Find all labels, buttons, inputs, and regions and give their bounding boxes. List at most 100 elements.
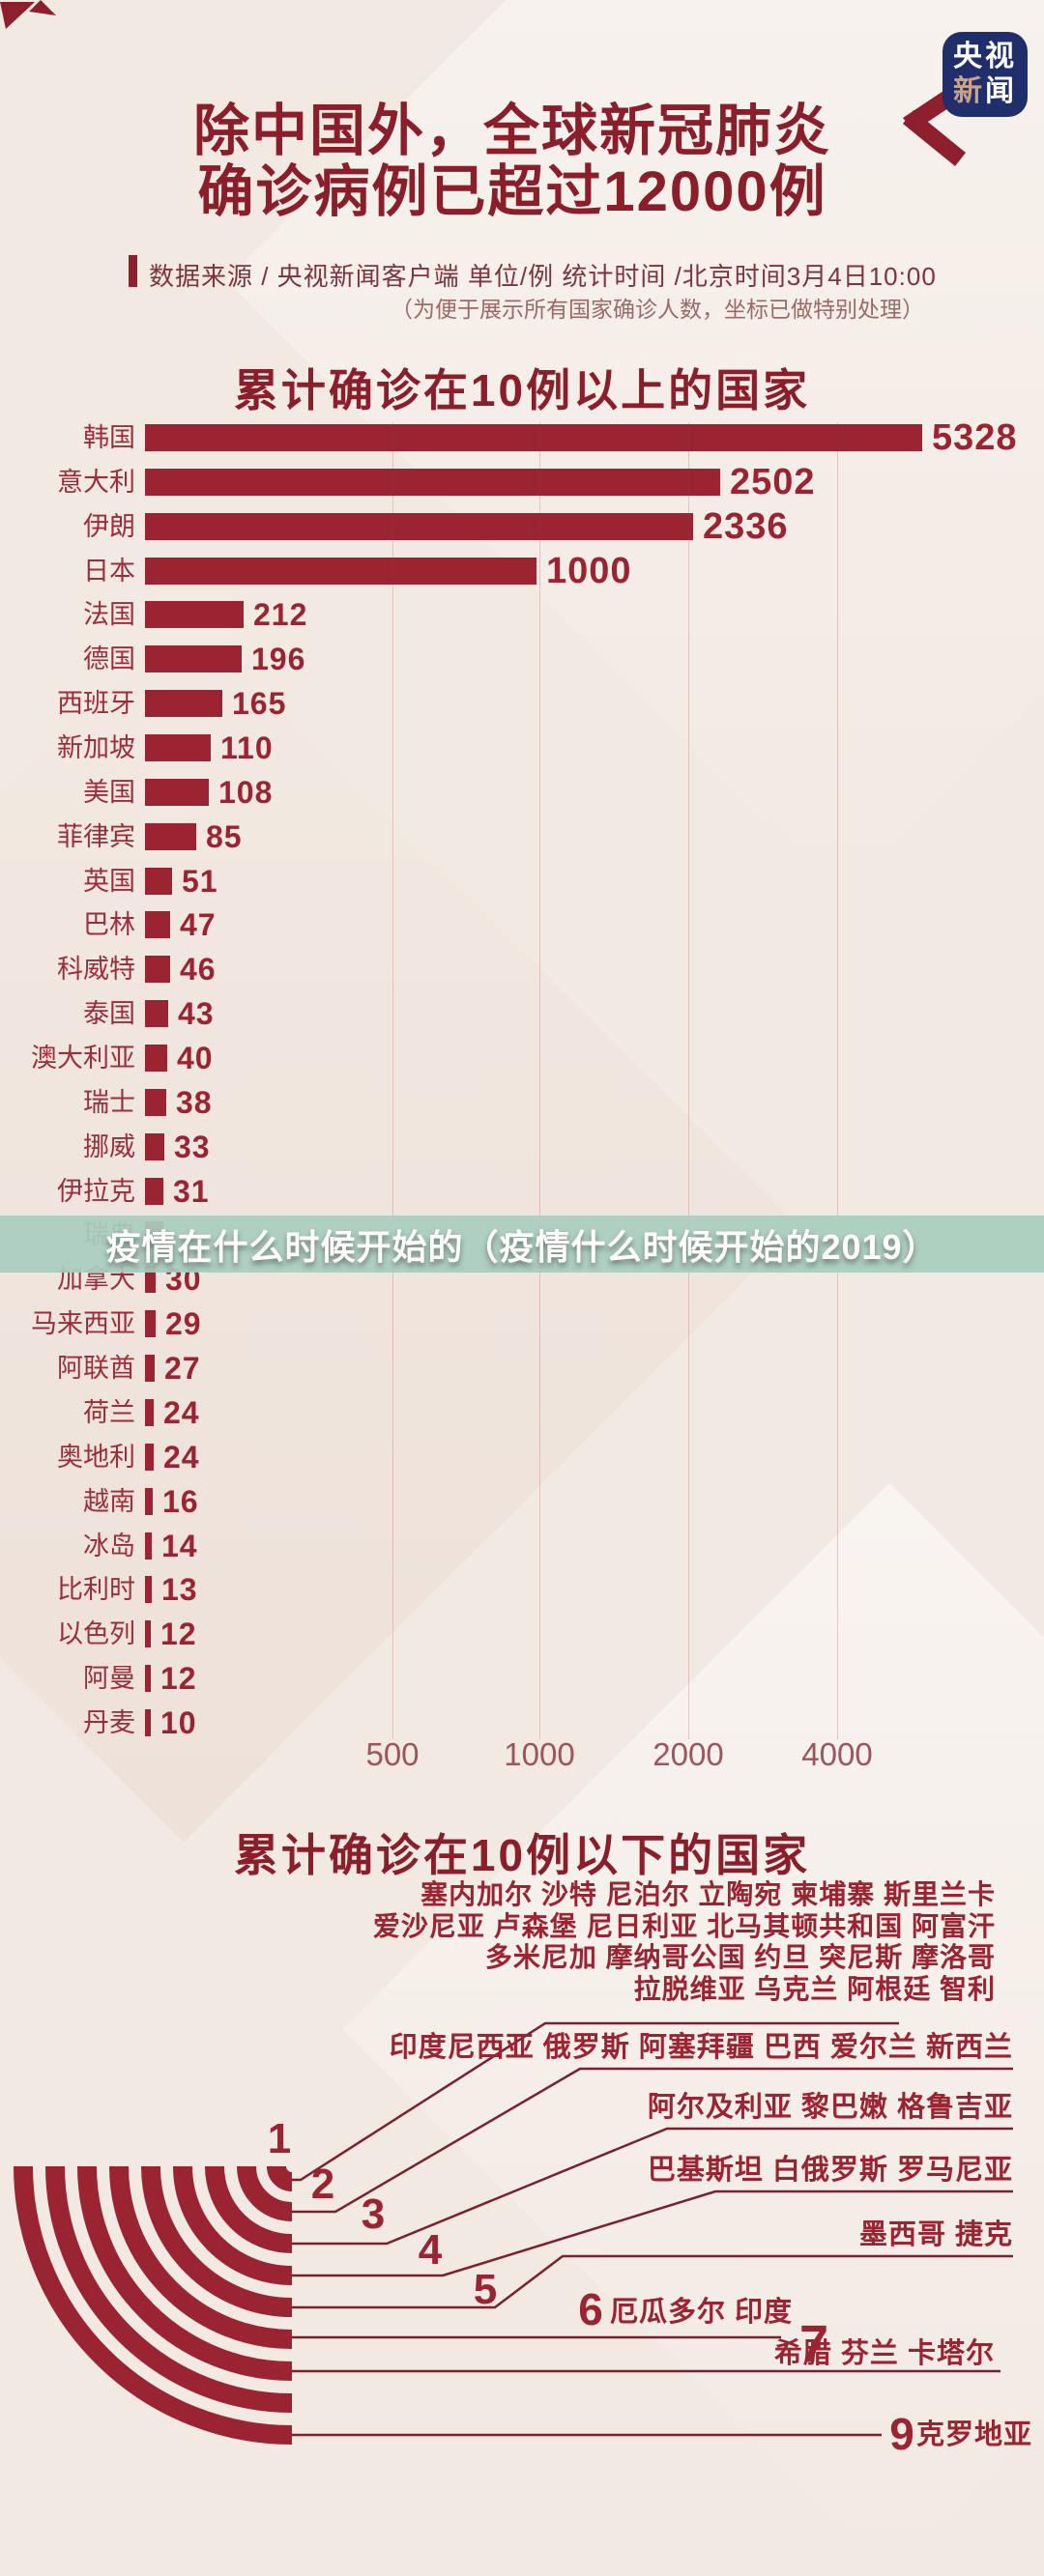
- axis-tick: 2000: [652, 1736, 724, 1772]
- cctv-news-logo: 央视 新闻: [942, 32, 1028, 117]
- gridline: [539, 422, 540, 1739]
- country-label: 瑞士: [83, 1087, 135, 1117]
- value-label: 33: [174, 1129, 211, 1164]
- value-label: 165: [232, 686, 287, 722]
- value-label: 12: [160, 1661, 197, 1697]
- value-label: 14: [161, 1528, 198, 1563]
- bar: [145, 601, 244, 629]
- value-label: 12: [160, 1617, 197, 1652]
- country-label: 马来西亚: [31, 1309, 135, 1339]
- value-label: 46: [180, 952, 217, 987]
- value-label: 196: [251, 642, 306, 677]
- country-label: 荷兰: [83, 1397, 135, 1427]
- country-label: 阿联酋: [57, 1354, 135, 1384]
- group-countries: 阿尔及利亚 黎巴嫩 格鲁吉亚: [647, 2092, 1013, 2123]
- country-label: 丹麦: [83, 1707, 135, 1737]
- group-countries: 多米尼加 摩纳哥公国 约旦 突尼斯 摩洛哥: [484, 1942, 996, 1973]
- country-label: 法国: [83, 600, 135, 630]
- bar: [145, 734, 211, 762]
- group-count-number: 1: [267, 2114, 292, 2162]
- value-label: 29: [165, 1306, 202, 1342]
- bar: [145, 690, 222, 718]
- axis-tick: 1000: [504, 1736, 575, 1772]
- logo-line-2: 新闻: [953, 75, 1017, 107]
- group-count-number: 3: [361, 2190, 386, 2238]
- country-label: 奥地利: [57, 1442, 135, 1472]
- group-countries: 厄瓜多尔 印度: [610, 2297, 794, 2328]
- axis-note: （为便于展示所有国家确诊人数，坐标已做特别处理）: [391, 297, 924, 322]
- value-label: 24: [163, 1394, 200, 1430]
- bar: [145, 911, 170, 939]
- value-label: 212: [253, 597, 308, 633]
- value-label: 43: [178, 996, 215, 1032]
- value-label: 108: [218, 774, 274, 810]
- source-accent-bar: [129, 255, 137, 287]
- bar: [145, 1177, 163, 1205]
- country-label: 越南: [83, 1486, 135, 1516]
- watermark-text: 疫情在什么时候开始的（疫情什么时候开始的2019）: [105, 1226, 939, 1267]
- bar: [145, 1531, 152, 1560]
- country-label: 西班牙: [57, 689, 135, 719]
- bar: [145, 645, 242, 673]
- bar: [145, 1088, 166, 1116]
- group-countries: 希腊 芬兰 卡塔尔: [773, 2338, 995, 2369]
- country-label: 伊朗: [83, 511, 135, 541]
- country-label: 巴林: [83, 910, 135, 940]
- bar: [145, 1045, 167, 1073]
- value-label: 40: [177, 1041, 214, 1076]
- bar: [145, 1266, 156, 1294]
- group-count-number: 5: [473, 2265, 498, 2313]
- group-countries: 巴基斯坦 白俄罗斯 罗马尼亚: [647, 2155, 1013, 2186]
- bar: [145, 468, 720, 496]
- country-label: 意大利: [57, 467, 135, 497]
- country-label: 美国: [83, 777, 135, 807]
- gridline: [837, 422, 838, 1739]
- value-label: 5328: [932, 417, 1018, 458]
- axis-tick: 500: [365, 1736, 420, 1772]
- gridline: [392, 422, 393, 1739]
- bar: [145, 424, 922, 451]
- group-countries: 爱沙尼亚 卢森堡 尼日利亚 北马其顿共和国 阿富汗: [372, 1910, 996, 1941]
- value-label: 85: [206, 818, 243, 854]
- bar: [145, 867, 172, 895]
- group-countries: 拉脱维亚 乌克兰 阿根廷 智利: [633, 1973, 996, 2004]
- country-label: 英国: [83, 866, 135, 896]
- country-label: 泰国: [83, 999, 135, 1029]
- bar: [145, 956, 170, 984]
- value-label: 27: [164, 1351, 201, 1387]
- bar: [145, 1708, 151, 1736]
- watermark-banner: 疫情在什么时候开始的（疫情什么时候开始的2019）: [0, 1216, 1044, 1273]
- country-label: 韩国: [83, 423, 135, 452]
- logo-line-1: 央视: [953, 41, 1017, 72]
- value-label: 13: [161, 1572, 198, 1608]
- value-label: 51: [182, 863, 218, 899]
- value-label: 2336: [703, 505, 789, 547]
- bar: [145, 1000, 168, 1028]
- country-label: 日本: [83, 556, 135, 586]
- country-label: 澳大利亚: [31, 1044, 135, 1073]
- bar: [145, 1132, 164, 1160]
- value-label: 31: [173, 1173, 210, 1209]
- bar: [145, 778, 209, 806]
- group-countries: 印度尼西亚 俄罗斯 阿塞拜疆 巴西 爱尔兰 新西兰: [389, 2032, 1013, 2063]
- country-label: 伊拉克: [57, 1176, 135, 1206]
- radial-rings-chart: [14, 2165, 293, 2445]
- bar: [145, 1310, 156, 1338]
- country-label: 挪威: [83, 1131, 135, 1161]
- country-label: 冰岛: [83, 1531, 135, 1560]
- bar: [145, 557, 536, 585]
- axis-tick: 4000: [801, 1736, 873, 1772]
- value-label: 38: [176, 1084, 213, 1120]
- chart2-title: 累计确诊在10例以下的国家: [233, 1830, 811, 1880]
- bar: [145, 1398, 154, 1426]
- value-label: 16: [162, 1483, 199, 1519]
- group-count-number: 2: [310, 2160, 335, 2208]
- bar: [145, 512, 693, 540]
- bar: [145, 1665, 151, 1693]
- country-label: 德国: [83, 644, 135, 674]
- bar: [145, 1620, 151, 1648]
- group-countries: 塞内加尔 沙特 尼泊尔 立陶宛 柬埔寨 斯里兰卡: [420, 1879, 996, 1909]
- bar: [145, 1443, 154, 1471]
- title-line-1: 除中国外，全球新冠肺炎: [192, 100, 831, 162]
